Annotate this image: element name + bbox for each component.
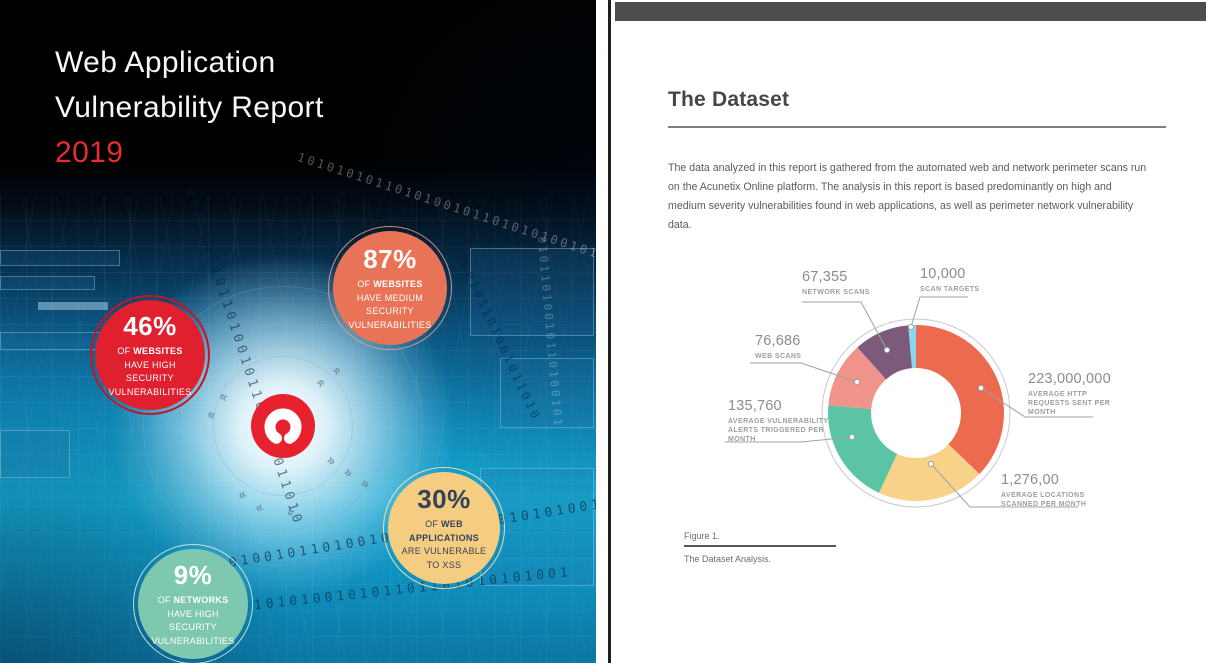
page-title: The Dataset (668, 88, 790, 111)
figure-caption: The Dataset Analysis. (684, 554, 772, 564)
figure-caption-block: Figure 1. The Dataset Analysis. (684, 531, 836, 564)
stat-label: OF WEB APPLICATIONS ARE VULNERABLE TO XS… (401, 519, 487, 570)
stat-value: 46% (123, 311, 177, 341)
stat-circle-network-vulnerabilities: 9% OF NETWORKS HAVE HIGH SECURITY VULNER… (133, 544, 253, 663)
hud-box (500, 358, 594, 428)
chart-label-http-requests: 223,000,000 AVERAGE HTTP REQUESTS SENT P… (1028, 371, 1111, 417)
title-line-2: Vulnerability Report (55, 91, 324, 124)
chart-label-locations-scanned: 1,276,00 AVERAGE LOCATIONS SCANNED PER M… (1001, 472, 1087, 509)
stat-label: OF NETWORKS HAVE HIGH SECURITY VULNERABI… (151, 595, 235, 646)
decorative-ring (143, 286, 423, 566)
stat-circle-medium-vulnerabilities: 87% OF WEBSITES HAVE MEDIUM SECURITY VUL… (328, 226, 452, 350)
report-cover-page: 0110100101101001011010010110101010101011… (0, 0, 596, 663)
dataset-page: The Dataset The data analyzed in this re… (608, 0, 1206, 663)
stat-value: 87% (363, 244, 417, 274)
chart-label-network-scans: 67,355 NETWORK SCANS (802, 269, 870, 297)
acunetix-logo-icon (251, 394, 315, 458)
stat-circle-high-vulnerabilities: 46% OF WEBSITES HAVE HIGH SECURITY VULNE… (90, 295, 210, 415)
heading-rule (668, 126, 1166, 128)
figure-caption-rule (684, 545, 836, 547)
body-paragraph: The data analyzed in this report is gath… (668, 162, 1147, 231)
hud-box (38, 302, 108, 310)
title-year: 2019 (55, 136, 124, 169)
stat-value: 30% (417, 484, 471, 514)
stat-label: OF WEBSITES HAVE HIGH SECURITY VULNERABI… (108, 346, 192, 397)
stat-value: 9% (173, 560, 213, 590)
chart-label-scan-targets: 10,000 SCAN TARGETS (920, 266, 980, 294)
stat-circle-xss: 30% OF WEB APPLICATIONS ARE VULNERABLE T… (383, 467, 505, 589)
title-line-1: Web Application (55, 46, 276, 79)
hud-box (0, 250, 120, 266)
chart-label-web-scans: 76,686 WEB SCANS (755, 333, 802, 361)
report-title: Web Application Vulnerability Report 201… (55, 40, 324, 175)
stat-label: OF WEBSITES HAVE MEDIUM SECURITY VULNERA… (348, 279, 432, 330)
page-top-bar (615, 2, 1206, 21)
hud-box (0, 276, 95, 290)
chart-label-vulnerability-alerts: 135,760 AVERAGE VULNERABILITY ALERTS TRI… (728, 398, 829, 444)
hud-box (470, 248, 594, 336)
hud-box (0, 430, 70, 478)
figure-label: Figure 1. (684, 531, 720, 541)
